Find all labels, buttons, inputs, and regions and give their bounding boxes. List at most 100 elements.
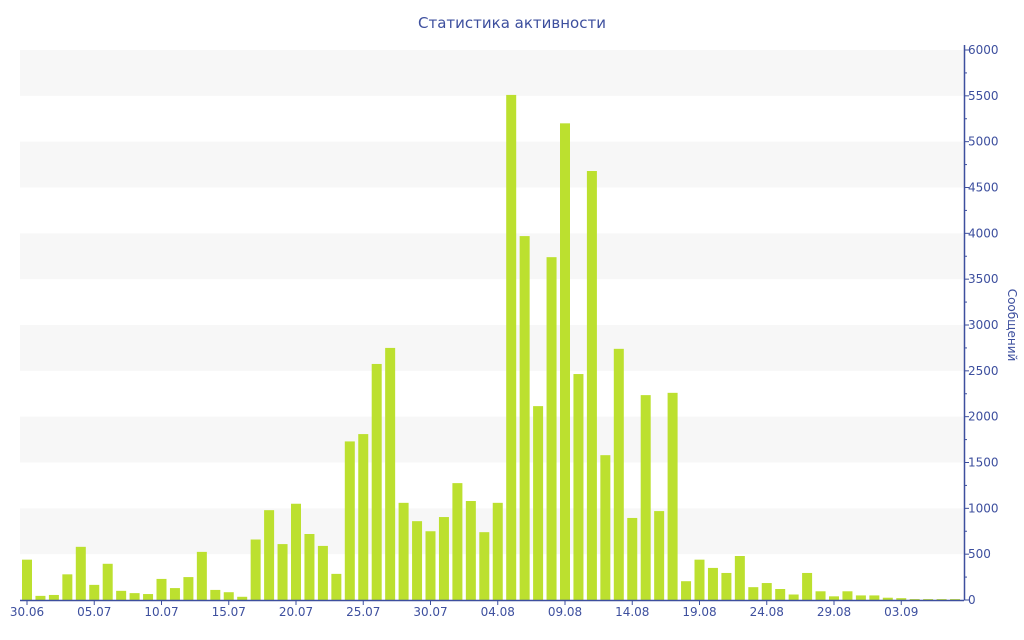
bar-02.08 bbox=[465, 501, 476, 600]
bar-22.08 bbox=[734, 556, 745, 600]
bar-19.07 bbox=[277, 544, 288, 600]
bar-13.08 bbox=[613, 348, 624, 600]
bar-06.08 bbox=[519, 236, 530, 601]
bar-07.08 bbox=[533, 406, 544, 600]
bar-21.08 bbox=[721, 572, 732, 600]
y-tick-label: 5500 bbox=[968, 89, 999, 103]
grid-band bbox=[20, 325, 964, 371]
bar-15.08 bbox=[640, 395, 651, 600]
bar-09.07 bbox=[143, 594, 154, 600]
y-tick-label: 4500 bbox=[968, 181, 999, 195]
x-tick-label: 04.08 bbox=[481, 605, 515, 619]
bar-01.07 bbox=[35, 595, 46, 600]
bar-17.07 bbox=[250, 539, 261, 600]
bar-13.07 bbox=[196, 551, 207, 600]
y-tick-label: 3000 bbox=[968, 318, 999, 332]
x-tick-label: 15.07 bbox=[212, 605, 246, 619]
bar-24.08 bbox=[761, 583, 772, 600]
bar-12.07 bbox=[183, 577, 194, 600]
bar-06.09 bbox=[936, 599, 947, 600]
bar-18.08 bbox=[681, 581, 692, 600]
bar-07.09 bbox=[950, 599, 961, 600]
bar-28.07 bbox=[398, 502, 409, 600]
chart-title: Статистика активности bbox=[418, 14, 606, 32]
bar-03.08 bbox=[479, 532, 490, 600]
bar-31.07 bbox=[438, 517, 449, 600]
bar-07.07 bbox=[116, 590, 127, 600]
bar-17.08 bbox=[667, 392, 678, 600]
bar-05.07 bbox=[89, 584, 100, 600]
grid-band bbox=[20, 141, 964, 188]
bar-03.09 bbox=[896, 598, 907, 600]
y-tick-label: 3500 bbox=[968, 272, 999, 286]
bar-10.07 bbox=[156, 578, 167, 600]
y-tick-label: 5000 bbox=[968, 135, 999, 149]
bar-03.07 bbox=[62, 574, 73, 600]
x-tick-label: 24.08 bbox=[750, 605, 784, 619]
bar-04.07 bbox=[75, 546, 86, 600]
bar-15.07 bbox=[223, 592, 234, 600]
bar-02.09 bbox=[882, 597, 893, 600]
bar-28.08 bbox=[815, 591, 826, 600]
bar-10.08 bbox=[573, 374, 584, 600]
bar-30.07 bbox=[425, 531, 436, 600]
x-tick-label: 30.06 bbox=[10, 605, 44, 619]
bar-14.08 bbox=[627, 517, 638, 600]
bar-27.07 bbox=[385, 347, 396, 600]
bar-01.08 bbox=[452, 483, 463, 600]
bar-11.08 bbox=[586, 171, 597, 600]
y-tick-label: 2500 bbox=[968, 364, 999, 378]
bar-16.07 bbox=[237, 596, 248, 600]
bar-06.07 bbox=[102, 563, 113, 600]
bar-08.08 bbox=[546, 257, 557, 600]
x-tick-label: 20.07 bbox=[279, 605, 313, 619]
y-tick-label: 4000 bbox=[968, 226, 999, 240]
bar-25.08 bbox=[775, 589, 786, 600]
bar-12.08 bbox=[600, 455, 611, 600]
bar-26.08 bbox=[788, 594, 799, 600]
bar-04.09 bbox=[909, 599, 920, 600]
y-tick-label: 1000 bbox=[968, 501, 999, 515]
y-tick-label: 0 bbox=[968, 593, 976, 607]
bar-05.09 bbox=[923, 599, 934, 600]
x-tick-label: 03.09 bbox=[884, 605, 918, 619]
bar-01.09 bbox=[869, 595, 880, 600]
bar-21.07 bbox=[304, 534, 315, 600]
bar-11.07 bbox=[169, 588, 180, 600]
grid-band bbox=[20, 416, 964, 463]
x-tick-label: 29.08 bbox=[817, 605, 851, 619]
bar-25.07 bbox=[358, 434, 369, 600]
bar-23.07 bbox=[331, 573, 342, 600]
bar-23.08 bbox=[748, 587, 759, 600]
x-tick-label: 05.07 bbox=[77, 605, 111, 619]
bar-18.07 bbox=[264, 510, 275, 600]
bar-29.08 bbox=[829, 596, 839, 600]
bar-19.08 bbox=[694, 559, 705, 600]
bar-27.08 bbox=[802, 572, 813, 600]
bar-26.07 bbox=[371, 363, 382, 600]
bar-02.07 bbox=[48, 594, 59, 600]
x-tick-label: 25.07 bbox=[346, 605, 380, 619]
bar-16.08 bbox=[654, 511, 665, 600]
x-tick-label: 10.07 bbox=[144, 605, 178, 619]
y-tick-label: 6000 bbox=[968, 43, 999, 57]
bar-08.07 bbox=[129, 593, 140, 600]
grid-band bbox=[20, 50, 964, 96]
bar-31.08 bbox=[855, 595, 866, 600]
y-tick-label: 2000 bbox=[968, 410, 999, 424]
bar-22.07 bbox=[317, 545, 328, 600]
bar-20.08 bbox=[707, 567, 718, 600]
bar-20.07 bbox=[291, 503, 301, 600]
grid-band bbox=[20, 233, 964, 280]
bar-24.07 bbox=[344, 441, 355, 600]
bar-14.07 bbox=[210, 589, 221, 600]
x-tick-label: 09.08 bbox=[548, 605, 582, 619]
bar-29.07 bbox=[412, 521, 423, 600]
bar-30.06 bbox=[22, 559, 32, 600]
bar-04.08 bbox=[492, 502, 503, 600]
bar-30.08 bbox=[842, 591, 853, 600]
bar-09.08 bbox=[560, 123, 570, 600]
x-tick-label: 19.08 bbox=[682, 605, 716, 619]
x-tick-label: 14.08 bbox=[615, 605, 649, 619]
x-tick-label: 30.07 bbox=[413, 605, 447, 619]
